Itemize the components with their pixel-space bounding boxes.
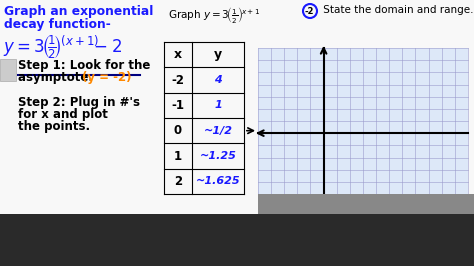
Bar — [0, 214, 474, 266]
Text: 1: 1 — [174, 149, 182, 163]
Text: 2: 2 — [174, 175, 182, 188]
Text: Graph $y = 3\!\left(\frac{1}{2}\right)^{\!x+1}$: Graph $y = 3\!\left(\frac{1}{2}\right)^{… — [168, 5, 260, 25]
Text: x: x — [174, 48, 182, 61]
Text: the points.: the points. — [18, 120, 90, 133]
Text: Step 1: Look for the: Step 1: Look for the — [18, 59, 150, 72]
Text: ~1.25: ~1.25 — [200, 151, 237, 161]
Bar — [0, 0, 474, 214]
Text: Step 2: Plug in #'s: Step 2: Plug in #'s — [18, 96, 140, 109]
Text: y: y — [214, 48, 222, 61]
Text: asymptote.: asymptote. — [18, 71, 97, 84]
Text: 1: 1 — [214, 100, 222, 110]
Text: (y = -2): (y = -2) — [82, 71, 131, 84]
Text: Graph an exponential: Graph an exponential — [4, 5, 154, 18]
Text: 0: 0 — [174, 124, 182, 137]
Text: $y = 3\!\left(\!\frac{1}{2}\!\right)^{\!(x+1)}\!\!\!-2$: $y = 3\!\left(\!\frac{1}{2}\!\right)^{\!… — [3, 34, 122, 62]
Text: -2: -2 — [304, 6, 314, 15]
Bar — [0, 59, 16, 81]
Bar — [258, 48, 468, 194]
Text: 4: 4 — [214, 75, 222, 85]
Text: ~1.625: ~1.625 — [196, 176, 240, 186]
Text: -1: -1 — [172, 99, 184, 112]
Bar — [258, 194, 474, 266]
Text: State the domain and range.: State the domain and range. — [320, 5, 474, 15]
Text: decay function-: decay function- — [4, 18, 111, 31]
Text: ~1/2: ~1/2 — [203, 126, 233, 136]
Text: -2: -2 — [172, 73, 184, 86]
Text: for x and plot: for x and plot — [18, 108, 108, 121]
